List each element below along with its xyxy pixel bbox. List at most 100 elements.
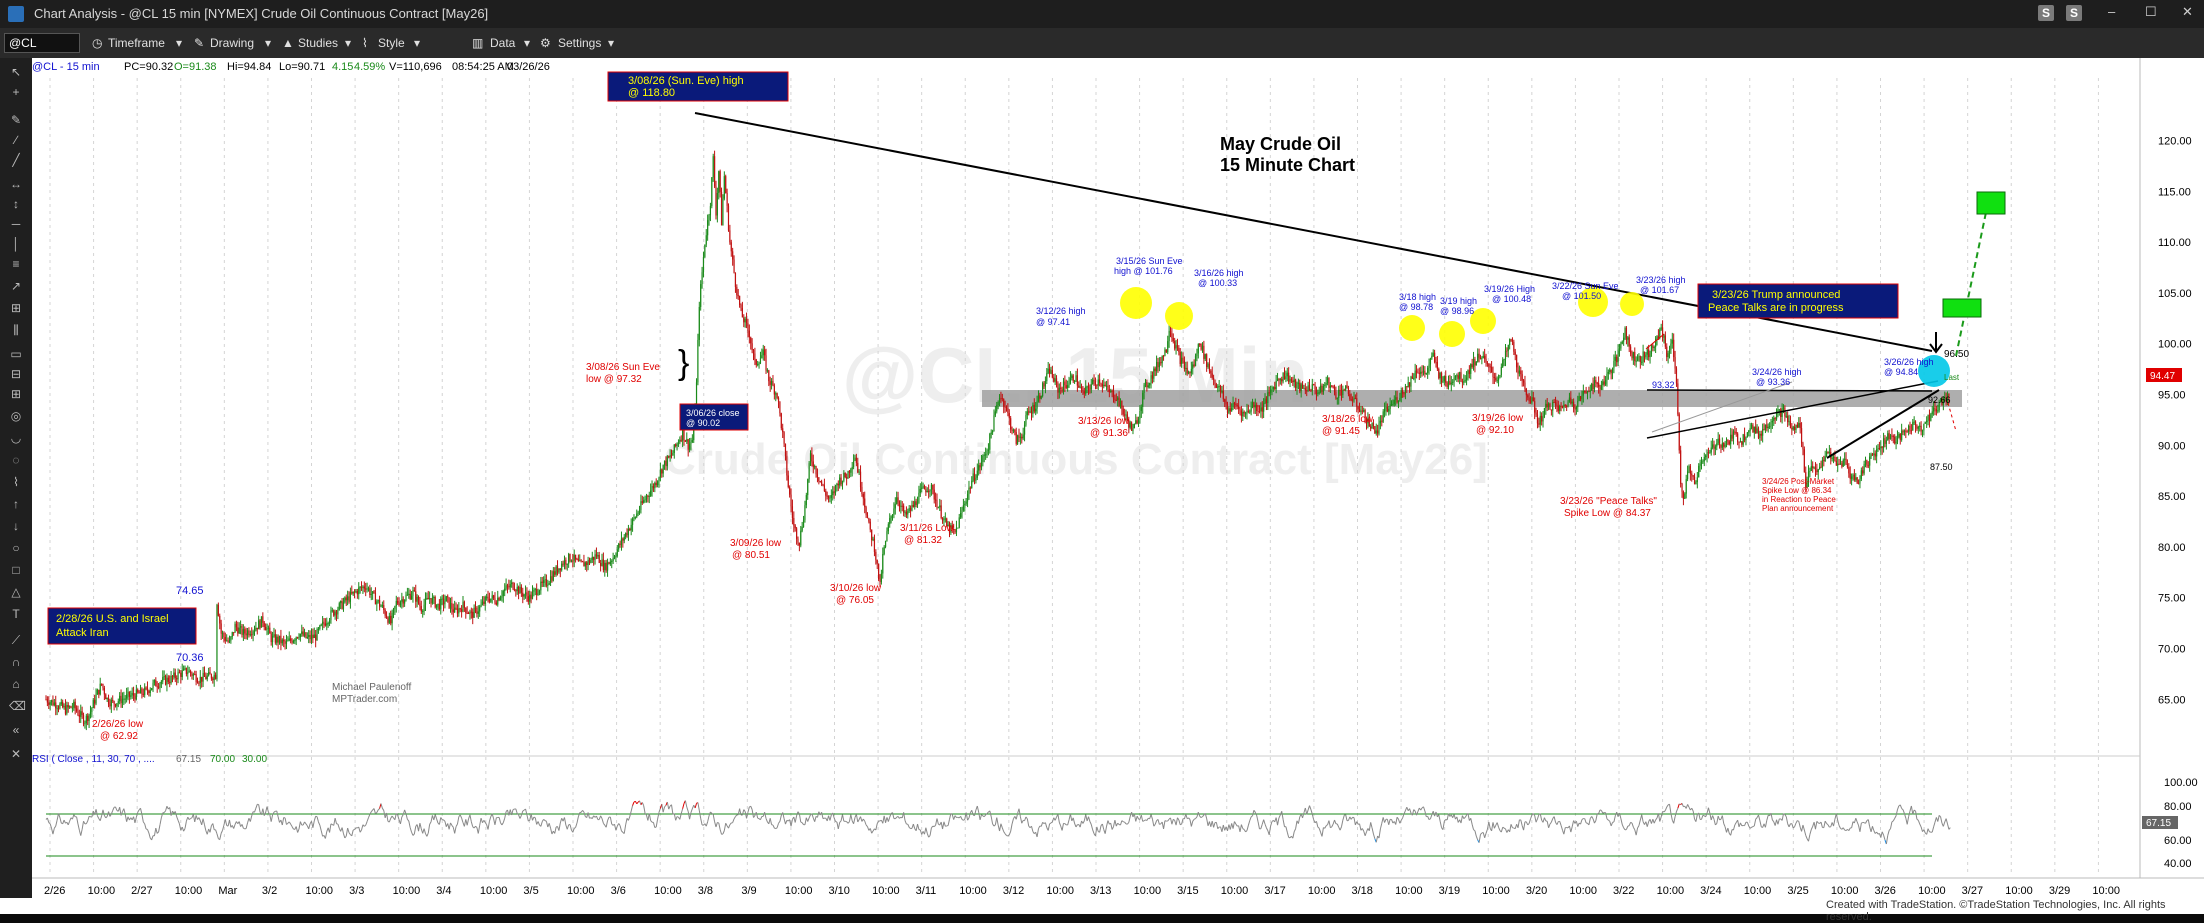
- data-menu[interactable]: Data: [490, 36, 515, 50]
- rectangle-tool-icon[interactable]: ▭: [9, 348, 23, 360]
- circle-icon[interactable]: ○: [9, 542, 23, 554]
- rsi-segment: [1881, 832, 1882, 838]
- candle-body: [1077, 375, 1078, 385]
- candle-body: [866, 507, 867, 515]
- horizontal-arrows-icon[interactable]: ↔: [9, 178, 23, 190]
- crosshair-icon[interactable]: +: [9, 86, 23, 98]
- candle-body: [1523, 381, 1524, 383]
- chevron-down-icon[interactable]: ▾: [345, 36, 351, 50]
- chevron-down-icon[interactable]: ▾: [176, 36, 182, 50]
- minimize-icon[interactable]: –: [2108, 4, 2115, 19]
- candle-body: [1569, 398, 1570, 402]
- candle-body: [485, 597, 486, 604]
- candle-body: [903, 506, 904, 513]
- rsi-segment: [1696, 815, 1697, 822]
- pen-icon[interactable]: ✎: [9, 114, 23, 126]
- candle-body: [175, 673, 176, 679]
- rsi-segment: [799, 814, 800, 822]
- lock-icon[interactable]: ⌂: [9, 678, 23, 690]
- rectangle-icon[interactable]: □: [9, 564, 23, 576]
- rsi-segment: [1504, 828, 1505, 829]
- annotation-text: high @ 101.76: [1114, 266, 1173, 276]
- rsi-segment: [366, 822, 367, 826]
- eraser-icon[interactable]: ⌫: [9, 700, 23, 712]
- candle-body: [314, 635, 315, 638]
- change-value: 4.15: [332, 61, 353, 73]
- rsi-segment: [1537, 815, 1538, 819]
- candle-body: [568, 554, 569, 564]
- rsi-segment: [815, 816, 816, 821]
- chevron-down-icon[interactable]: ▾: [524, 36, 530, 50]
- delete-icon[interactable]: ✕: [9, 748, 23, 760]
- time-tick: 10:00: [1831, 885, 1859, 897]
- ruler-icon[interactable]: ⟋: [9, 634, 23, 646]
- s-button-2[interactable]: S: [2066, 5, 2082, 21]
- candle-body: [1919, 426, 1920, 427]
- rsi-segment: [633, 802, 634, 806]
- maximize-icon[interactable]: ☐: [2145, 4, 2157, 20]
- candle-body: [1844, 459, 1845, 460]
- candle-body: [1259, 411, 1260, 412]
- collapse-icon[interactable]: «: [9, 724, 23, 736]
- candle-body: [1693, 475, 1694, 477]
- rsi-segment: [1457, 817, 1458, 823]
- rsi-segment: [710, 812, 711, 813]
- candle-body: [1726, 440, 1727, 445]
- close-icon[interactable]: ✕: [2182, 4, 2193, 20]
- rsi-segment: [1027, 819, 1028, 826]
- chevron-down-icon[interactable]: ▾: [608, 36, 614, 50]
- zigzag-icon[interactable]: ⌇: [9, 476, 23, 488]
- rsi-segment: [330, 824, 331, 833]
- vertical-arrows-icon[interactable]: ↕: [9, 198, 23, 210]
- rsi-segment: [930, 828, 931, 836]
- arrow-down-icon[interactable]: ↓: [9, 520, 23, 532]
- candle-body: [1162, 356, 1163, 363]
- rsi-segment: [1207, 819, 1208, 826]
- grid-icon[interactable]: ⊟: [9, 368, 23, 380]
- bars-icon[interactable]: ⫼: [9, 324, 23, 336]
- timeframe-menu[interactable]: Timeframe: [108, 36, 165, 50]
- ellipse-icon[interactable]: ◌: [9, 454, 23, 466]
- candle-body: [1720, 445, 1721, 448]
- rsi-segment: [250, 816, 251, 822]
- candle-body: [114, 701, 115, 704]
- gann-icon[interactable]: ↗: [9, 280, 23, 292]
- pointer-icon[interactable]: ↖: [9, 66, 23, 78]
- trendline-icon[interactable]: ╱: [9, 154, 23, 166]
- brush-icon[interactable]: ∕: [9, 134, 23, 146]
- studies-menu[interactable]: Studies: [298, 36, 338, 50]
- candle-body: [1262, 407, 1263, 411]
- horizontal-line-icon[interactable]: ─: [9, 218, 23, 230]
- candle-body: [332, 610, 333, 611]
- arc-icon[interactable]: ◡: [9, 432, 23, 444]
- triangle-icon[interactable]: △: [9, 586, 23, 598]
- rsi-segment: [255, 808, 256, 812]
- style-menu[interactable]: Style: [378, 36, 405, 50]
- chevron-down-icon[interactable]: ▾: [414, 36, 420, 50]
- drawing-menu[interactable]: Drawing: [210, 36, 254, 50]
- fibonacci-icon[interactable]: ⊞: [9, 302, 23, 314]
- rsi-segment: [1447, 814, 1448, 820]
- rsi-segment: [1521, 820, 1522, 826]
- settings-menu[interactable]: Settings: [558, 36, 601, 50]
- cycle-icon[interactable]: ◎: [9, 410, 23, 422]
- candle-body: [191, 673, 192, 676]
- channel-icon[interactable]: ≡: [9, 258, 23, 270]
- candle-body: [644, 499, 645, 500]
- candle-body: [954, 529, 955, 532]
- candle-body: [94, 700, 95, 704]
- chevron-down-icon[interactable]: ▾: [265, 36, 271, 50]
- magnet-icon[interactable]: ∩: [9, 656, 23, 668]
- chart-area[interactable]: @CL, 15 Min Crude Oil Continuous Contrac…: [32, 58, 2204, 898]
- candle-body: [902, 506, 903, 507]
- candle-body: [1331, 386, 1332, 387]
- s-button-1[interactable]: S: [2038, 5, 2054, 21]
- vertical-line-icon[interactable]: │: [9, 238, 23, 250]
- arrow-up-icon[interactable]: ↑: [9, 498, 23, 510]
- candle-body: [1588, 391, 1589, 392]
- rsi-segment: [909, 827, 910, 828]
- table-icon[interactable]: ⊞: [9, 388, 23, 400]
- symbol-input[interactable]: @CL: [4, 33, 80, 53]
- text-icon[interactable]: T: [9, 608, 23, 620]
- candle-body: [842, 481, 843, 485]
